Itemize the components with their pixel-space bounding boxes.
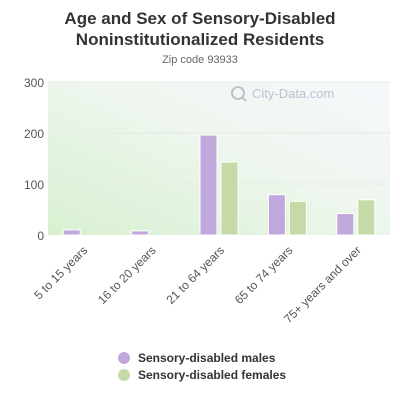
bar-males xyxy=(336,213,355,236)
bar-females xyxy=(357,199,376,236)
legend-label-males: Sensory-disabled males xyxy=(138,351,276,365)
y-tick-label: 300 xyxy=(24,76,44,90)
y-tick-label: 200 xyxy=(24,127,44,141)
watermark-text: City-Data.com xyxy=(252,86,334,101)
legend-swatch-females xyxy=(118,369,130,381)
x-tick-label: 5 to 15 years xyxy=(31,243,90,302)
bar-males xyxy=(62,229,81,236)
plot-background xyxy=(48,82,390,235)
legend-swatch-males xyxy=(118,352,130,364)
bar-males xyxy=(131,230,150,236)
bar-females xyxy=(288,200,307,236)
bar-males xyxy=(267,194,286,236)
chart-title: Age and Sex of Sensory-Disabled Noninsti… xyxy=(64,9,336,49)
legend-item-males: Sensory-disabled males xyxy=(118,350,286,366)
x-tick-label: 65 to 74 years xyxy=(232,243,296,307)
bar-males xyxy=(199,134,218,236)
legend: Sensory-disabled males Sensory-disabled … xyxy=(118,350,286,384)
x-tick-label: 75+ years and over xyxy=(281,243,364,326)
y-tick-label: 0 xyxy=(37,229,44,243)
watermark: City-Data.com xyxy=(231,86,334,102)
y-tick-label: 100 xyxy=(24,178,44,192)
bar-females xyxy=(220,161,239,236)
chart-subtitle: Zip code 93933 xyxy=(162,54,238,66)
legend-item-females: Sensory-disabled females xyxy=(118,367,286,383)
legend-label-females: Sensory-disabled females xyxy=(138,368,287,382)
x-tick-label: 21 to 64 years xyxy=(163,243,227,307)
x-tick-label: 16 to 20 years xyxy=(95,243,159,307)
